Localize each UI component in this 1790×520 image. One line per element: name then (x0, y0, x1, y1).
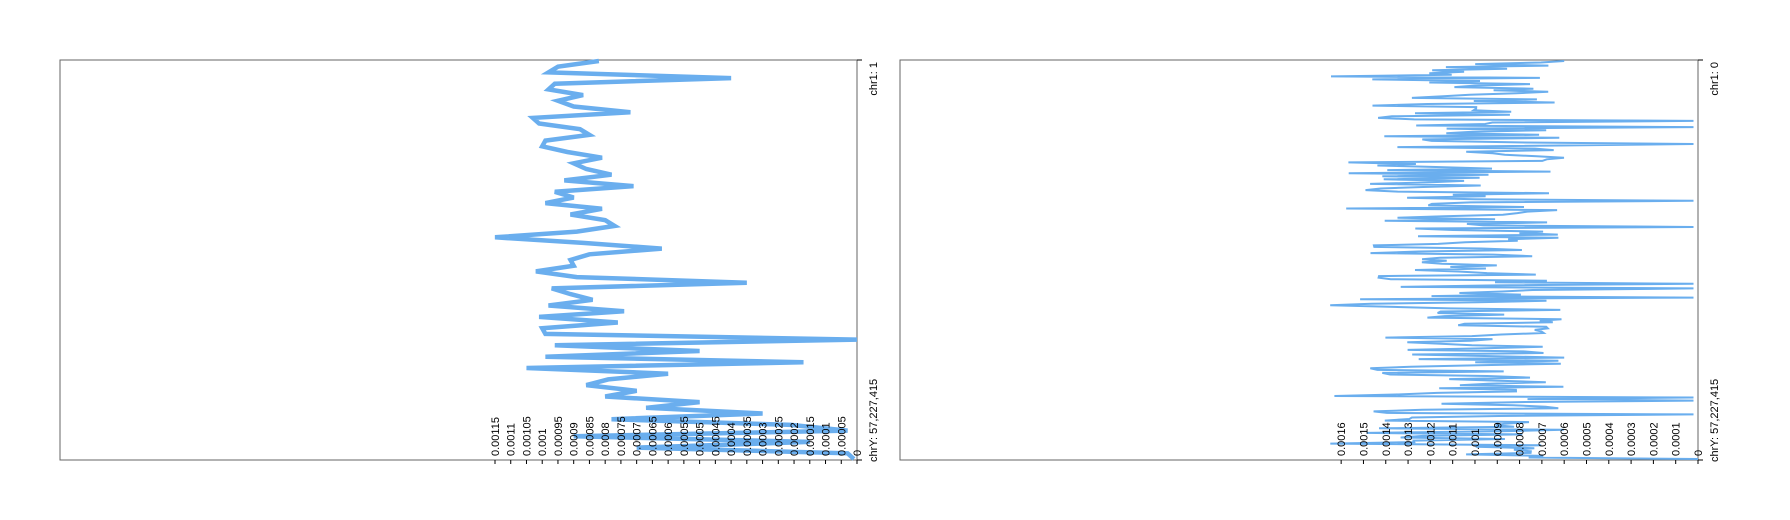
x-tick-label: 0.00085 (584, 416, 596, 456)
x-tick-label: 0.001 (1470, 428, 1482, 456)
x-tick-label: 0.0005 (695, 422, 707, 456)
x-tick-label: 0.0011 (506, 423, 518, 456)
x-tick-label: 0.0002 (1648, 422, 1660, 456)
x-tick-label: 0.00025 (773, 416, 785, 456)
x-tick-label: 0.00095 (553, 416, 565, 456)
plot-frame (59, 59, 858, 461)
x-tick-label: 0.0004 (1604, 422, 1616, 456)
x-tick-label: 0.0016 (1336, 422, 1348, 456)
x-tick-label: 0.0007 (632, 422, 644, 456)
x-tick-label: 0.0001 (821, 422, 833, 456)
x-tick-label: 0.00035 (742, 416, 754, 456)
position-start-label: chr1: 0 (1709, 62, 1721, 96)
x-tick-label: 0.0001 (1671, 422, 1683, 456)
x-tick-label: 0.00075 (616, 416, 628, 456)
x-tick-label: 0.00105 (521, 416, 533, 456)
x-tick-label: 0.0006 (1559, 422, 1571, 456)
x-tick-label: 0.0002 (789, 422, 801, 456)
x-tick-label: 0.0003 (758, 422, 770, 456)
position-start-label: chr1: 1 (868, 62, 880, 96)
left-track-panel: 0.00115 0.0011 0.00105 0.001 0.00095 0.0009 0.… (59, 58, 880, 464)
x-tick-label: 0.0013 (1403, 422, 1415, 456)
x-tick-label: 0.0012 (1425, 422, 1437, 456)
x-tick-label: 0.00005 (836, 416, 848, 456)
position-end-label: chrY: 57,227,415 (868, 379, 880, 462)
x-tick-label: 0.0011 (1448, 423, 1460, 456)
x-tick-label: 0.0007 (1537, 422, 1549, 456)
x-tick-label: 0.0009 (1492, 422, 1504, 456)
x-tick-label: 0.0005 (1581, 422, 1593, 456)
x-tick-label: 0.0004 (726, 422, 738, 456)
x-tick-label: 0.0008 (600, 422, 612, 456)
x-tick-label: 0 (852, 450, 864, 456)
x-tick-label: 0.0015 (1358, 422, 1370, 456)
right-track-panel: 0.0016 0.0015 0.0014 0.0013 0.0012 0.0011 0.00… (899, 59, 1721, 464)
x-tick-label: 0.0003 (1626, 422, 1638, 456)
x-tick-label: 0.00115 (490, 417, 502, 456)
x-tick-label: 0.0014 (1381, 422, 1393, 456)
plot-frame (899, 59, 1699, 461)
x-tick-label: 0 (1693, 450, 1705, 456)
x-tick-label: 0.001 (537, 428, 549, 456)
x-tick-label: 0.00045 (710, 416, 722, 456)
position-end-label: chrY: 57,227,415 (1709, 379, 1721, 462)
x-tick-label: 0.0009 (569, 422, 581, 456)
series-line (1330, 60, 1699, 460)
x-tick-label: 0.00055 (679, 416, 691, 456)
x-tick-label: 0.00065 (647, 416, 659, 456)
x-tick-label: 0.0008 (1515, 422, 1527, 456)
series-line (494, 58, 858, 461)
x-tick-label: 0.0006 (663, 422, 675, 456)
x-tick-label: 0.00015 (805, 416, 817, 456)
